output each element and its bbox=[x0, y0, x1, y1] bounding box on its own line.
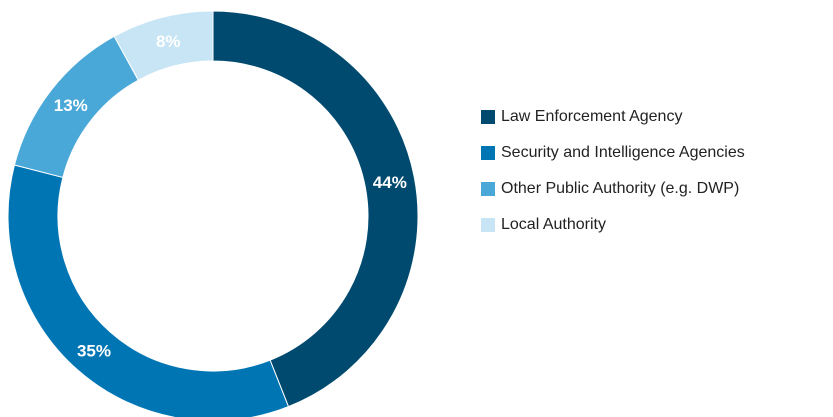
donut-chart-svg: 44% 35% 13% 8% bbox=[7, 10, 419, 417]
slice-local-authority bbox=[113, 10, 214, 81]
legend-swatch bbox=[481, 146, 495, 160]
data-label-group: 44% 35% 13% 8% bbox=[54, 32, 407, 360]
legend: Law Enforcement Agency Security and Inte… bbox=[481, 99, 831, 243]
data-label-local-authority: 8% bbox=[156, 32, 181, 51]
data-label-other-public-authority: 13% bbox=[54, 96, 88, 115]
legend-label: Security and Intelligence Agencies bbox=[501, 144, 745, 161]
legend-item-security-intelligence: Security and Intelligence Agencies bbox=[481, 135, 831, 171]
legend-swatch bbox=[481, 182, 495, 196]
slice-security-intelligence bbox=[7, 164, 290, 417]
legend-item-other-public-authority: Other Public Authority (e.g. DWP) bbox=[481, 171, 831, 207]
legend-label: Law Enforcement Agency bbox=[501, 108, 683, 125]
legend-swatch bbox=[481, 110, 495, 124]
slice-group bbox=[7, 10, 419, 417]
data-label-security-intelligence: 35% bbox=[77, 342, 111, 361]
legend-item-law-enforcement: Law Enforcement Agency bbox=[481, 99, 831, 135]
slice-law-enforcement bbox=[212, 10, 419, 408]
legend-swatch bbox=[481, 218, 495, 232]
legend-label: Other Public Authority (e.g. DWP) bbox=[501, 180, 740, 197]
legend-label: Local Authority bbox=[501, 216, 606, 233]
data-label-law-enforcement: 44% bbox=[373, 173, 407, 192]
legend-item-local-authority: Local Authority bbox=[481, 207, 831, 243]
